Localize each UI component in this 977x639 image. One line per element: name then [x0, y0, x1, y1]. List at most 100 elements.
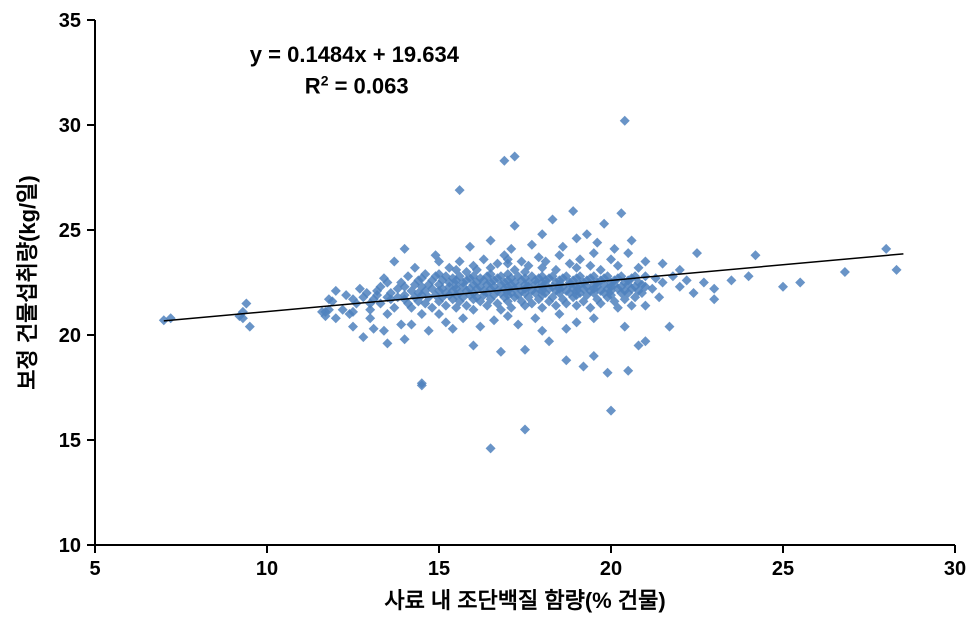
- data-point: [613, 261, 623, 271]
- x-axis-label: 사료 내 조단백질 함량(% 건물): [384, 588, 665, 613]
- y-tick-label: 25: [59, 220, 81, 242]
- data-point: [465, 242, 475, 252]
- y-tick-label: 20: [59, 325, 81, 347]
- data-point: [640, 301, 650, 311]
- data-point: [400, 244, 410, 254]
- data-point: [840, 267, 850, 277]
- data-point: [795, 278, 805, 288]
- data-point: [620, 116, 630, 126]
- data-point: [572, 233, 582, 243]
- data-point: [623, 248, 633, 258]
- data-point: [389, 257, 399, 267]
- trendline: [164, 254, 904, 321]
- data-point: [400, 334, 410, 344]
- data-point: [537, 229, 547, 239]
- data-point: [382, 309, 392, 319]
- data-point: [468, 341, 478, 351]
- data-point: [589, 313, 599, 323]
- data-point: [520, 425, 530, 435]
- data-point: [537, 326, 547, 336]
- scatter-chart: 5 10 15 20 25 30 10 15 20 25 30 35 사료 내 조단백질 함량(% 건물…: [0, 0, 977, 639]
- data-point: [592, 238, 602, 248]
- data-point: [561, 355, 571, 365]
- data-point: [548, 215, 558, 225]
- data-point: [527, 240, 537, 250]
- data-point: [544, 336, 554, 346]
- data-point: [606, 254, 616, 264]
- data-point: [486, 443, 496, 453]
- y-tick-label: 35: [59, 10, 81, 32]
- data-point: [406, 320, 416, 330]
- data-point: [410, 263, 420, 273]
- r-squared: R2 = 0.063: [305, 73, 409, 99]
- data-point: [689, 288, 699, 298]
- data-point: [245, 322, 255, 332]
- data-point: [692, 248, 702, 258]
- data-point: [589, 248, 599, 258]
- data-point: [675, 282, 685, 292]
- x-tick-label: 15: [428, 558, 450, 580]
- data-point: [448, 324, 458, 334]
- data-point: [434, 309, 444, 319]
- data-point: [475, 322, 485, 332]
- data-point: [609, 244, 619, 254]
- data-point: [699, 278, 709, 288]
- data-point: [348, 322, 358, 332]
- data-point: [403, 271, 413, 281]
- y-tick-label: 10: [59, 535, 81, 557]
- data-point: [616, 208, 626, 218]
- data-point: [892, 265, 902, 275]
- data-point: [496, 347, 506, 357]
- data-point: [582, 229, 592, 239]
- data-point: [382, 338, 392, 348]
- data-point: [489, 315, 499, 325]
- data-point: [506, 244, 516, 254]
- x-tick-label: 30: [944, 558, 966, 580]
- data-point: [358, 332, 368, 342]
- y-tick-label: 30: [59, 115, 81, 137]
- data-point: [417, 309, 427, 319]
- data-point: [750, 250, 760, 260]
- data-point: [640, 257, 650, 267]
- data-point: [369, 324, 379, 334]
- x-tick-label: 20: [600, 558, 622, 580]
- data-point: [585, 261, 595, 271]
- regression-equation: y = 0.1484x + 19.634: [250, 42, 460, 67]
- chart-svg: 5 10 15 20 25 30 10 15 20 25 30 35 사료 내 조단백질 함량(% 건물…: [0, 0, 977, 639]
- data-point: [379, 326, 389, 336]
- data-point: [479, 254, 489, 264]
- data-point: [331, 313, 341, 323]
- data-point: [744, 271, 754, 281]
- data-point: [424, 326, 434, 336]
- x-tick-label: 25: [772, 558, 794, 580]
- data-point: [664, 322, 674, 332]
- data-point: [530, 313, 540, 323]
- data-point: [623, 366, 633, 376]
- data-point: [654, 292, 664, 302]
- data-point: [510, 152, 520, 162]
- x-tick-label: 10: [256, 558, 278, 580]
- data-point: [365, 305, 375, 315]
- x-tick-label: 5: [89, 558, 100, 580]
- y-axis-label: 보정 건물섭취량(kg/일): [15, 175, 40, 389]
- data-point: [510, 221, 520, 231]
- data-point: [709, 294, 719, 304]
- data-point: [881, 244, 891, 254]
- data-point: [589, 351, 599, 361]
- data-point: [441, 317, 451, 327]
- y-tick-label: 15: [59, 430, 81, 452]
- data-point: [603, 368, 613, 378]
- data-point: [726, 275, 736, 285]
- data-point: [572, 317, 582, 327]
- data-point: [620, 322, 630, 332]
- data-point: [568, 206, 578, 216]
- data-point: [396, 320, 406, 330]
- data-point: [599, 219, 609, 229]
- data-point: [578, 362, 588, 372]
- data-point: [709, 284, 719, 294]
- data-point: [455, 185, 465, 195]
- data-point: [606, 406, 616, 416]
- data-point: [658, 259, 668, 269]
- data-point: [520, 345, 530, 355]
- data-point: [331, 286, 341, 296]
